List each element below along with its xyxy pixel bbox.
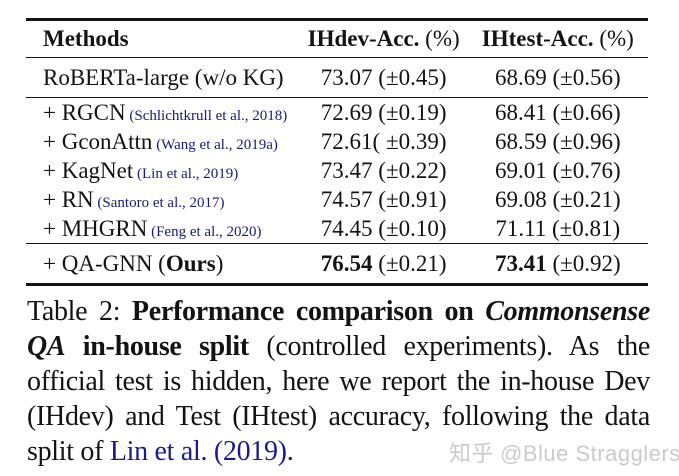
ihdev-std: (±0.22) (372, 157, 447, 183)
table-row-mhgrn: + MHGRN (Feng et al., 2020) 74.45 (±0.10… (26, 214, 648, 243)
table-row-rn: + RN (Santoro et al., 2017) 74.57 (±0.91… (26, 185, 648, 214)
method-name: + MHGRN (43, 215, 148, 241)
ihtest-std: (±0.92) (546, 250, 621, 276)
header-ihdev-unit: (%) (419, 26, 460, 51)
ihdev-std: ( ±0.39) (372, 128, 447, 154)
ihtest-cell: 68.69 (±0.56) (468, 65, 648, 91)
ihtest-cell: 73.41 (±0.92) (468, 251, 648, 277)
method-cell: + MHGRN (Feng et al., 2020) (26, 216, 300, 242)
method-name: + RN (43, 186, 94, 212)
ihtest-std: (±0.56) (546, 64, 621, 90)
caption-period: . (286, 436, 294, 467)
ihdev-std: (±0.91) (372, 186, 447, 212)
ihtest-value: 69.08 (494, 186, 547, 212)
caption-citation-link[interactable]: Lin et al. (2019) (109, 436, 287, 467)
caption-bold-tail: in-house split (65, 331, 249, 362)
header-ihdev: IHdev-Acc. (%) (300, 26, 468, 52)
ihdev-cell: 74.45 (±0.10) (300, 216, 468, 242)
method-name: + KagNet (43, 157, 134, 183)
ihdev-std: (±0.19) (372, 99, 447, 125)
watermark: 知乎 @Blue Stragglers (449, 436, 679, 468)
table-top-rule (26, 18, 648, 21)
method-citation-link[interactable]: (Feng et al., 2020) (147, 223, 262, 240)
ihdev-value: 76.54 (320, 250, 373, 276)
ihtest-cell: 69.08 (±0.21) (468, 187, 648, 213)
method-name: RoBERTa-large (w/o KG) (43, 64, 284, 90)
method-citation-link[interactable]: (Wang et al., 2019a) (152, 136, 278, 153)
ihtest-value: 68.59 (494, 128, 547, 154)
table-row-gconattn: + GconAttn (Wang et al., 2019a) 72.61( ±… (26, 127, 648, 156)
zhihu-logo-text: 知乎 (449, 441, 495, 466)
ihtest-value: 71.11 (495, 215, 547, 241)
method-cell: + KagNet (Lin et al., 2019) (26, 158, 300, 184)
ihdev-cell: 76.54 (±0.21) (300, 251, 468, 277)
ihtest-value: 68.69 (494, 64, 547, 90)
ihtest-cell: 68.59 (±0.96) (468, 129, 648, 155)
ihdev-cell: 74.57 (±0.91) (300, 187, 468, 213)
ihdev-value: 72.61 (320, 128, 373, 154)
method-citation-link[interactable]: (Schlichtkrull et al., 2018) (125, 107, 288, 124)
ihdev-std: (±0.21) (372, 250, 447, 276)
watermark-handle: @Blue Stragglers (500, 441, 679, 466)
table-caption: Table 2: Performance comparison on Commo… (27, 294, 650, 469)
ihdev-value: 73.07 (320, 64, 373, 90)
method-cell: + RGCN (Schlichtkrull et al., 2018) (26, 100, 300, 126)
ihtest-cell: 68.41 (±0.66) (468, 100, 648, 126)
caption-bold-lead: Performance comparison on (131, 296, 486, 327)
ihdev-value: 74.45 (320, 215, 373, 241)
ihdev-value: 72.69 (320, 99, 373, 125)
header-rule (26, 57, 648, 58)
ihdev-value: 74.57 (320, 186, 373, 212)
results-table: Methods IHdev-Acc. (%) IHtest-Acc. (%) R… (26, 18, 648, 286)
header-methods-label: Methods (43, 26, 129, 51)
ihdev-cell: 73.07 (±0.45) (300, 65, 468, 91)
method-name: + GconAttn (43, 128, 153, 154)
ihtest-value: 69.01 (494, 157, 547, 183)
ihtest-value: 68.41 (494, 99, 547, 125)
ihdev-std: (±0.10) (372, 215, 447, 241)
ihdev-value: 73.47 (320, 157, 373, 183)
method-cell: + QA-GNN (Ours) (26, 251, 300, 277)
ihtest-std: (±0.21) (546, 186, 621, 212)
baseline-rule (26, 97, 648, 98)
method-cell: RoBERTa-large (w/o KG) (26, 65, 300, 91)
table-row-baseline: RoBERTa-large (w/o KG) 73.07 (±0.45) 68.… (26, 58, 648, 97)
ihdev-cell: 72.61( ±0.39) (300, 129, 468, 155)
method-name: + QA-GNN ( (43, 250, 166, 276)
header-ihtest: IHtest-Acc. (%) (468, 26, 648, 52)
method-cell: + GconAttn (Wang et al., 2019a) (26, 129, 300, 155)
method-name: + RGCN (43, 99, 126, 125)
header-ihtest-unit: (%) (593, 26, 634, 51)
ihtest-std: (±0.81) (546, 215, 621, 241)
table-header-row: Methods IHdev-Acc. (%) IHtest-Acc. (%) (26, 21, 648, 57)
ihtest-std: (±0.96) (546, 128, 621, 154)
method-citation-link[interactable]: (Lin et al., 2019) (133, 165, 239, 182)
ihtest-cell: 69.01 (±0.76) (468, 158, 648, 184)
method-name-bold: Ours (165, 250, 216, 276)
caption-bold-italic: Commonsense QA (27, 296, 650, 362)
table-row-kagnet: + KagNet (Lin et al., 2019) 73.47 (±0.22… (26, 156, 648, 185)
table-row-qagnn-ours: + QA-GNN (Ours) 76.54 (±0.21) 73.41 (±0.… (26, 244, 648, 283)
method-citation-link[interactable]: (Santoro et al., 2017) (93, 194, 225, 211)
ihdev-std: (±0.45) (372, 64, 447, 90)
ihdev-cell: 72.69 (±0.19) (300, 100, 468, 126)
method-cell: + RN (Santoro et al., 2017) (26, 187, 300, 213)
ihtest-value: 73.41 (494, 250, 547, 276)
ihtest-cell: 71.11 (±0.81) (468, 216, 648, 242)
ihtest-std: (±0.66) (546, 99, 621, 125)
pre-ours-rule (26, 243, 648, 244)
header-methods: Methods (26, 26, 300, 52)
method-name-suffix: ) (215, 250, 224, 276)
header-ihdev-label: IHdev-Acc. (307, 26, 420, 51)
ihtest-std: (±0.76) (546, 157, 621, 183)
table-row-rgcn: + RGCN (Schlichtkrull et al., 2018) 72.6… (26, 98, 648, 127)
table-bottom-rule (26, 283, 648, 286)
header-ihtest-label: IHtest-Acc. (481, 26, 594, 51)
caption-body: (controlled experiments). As the officia… (27, 331, 651, 467)
ihdev-cell: 73.47 (±0.22) (300, 158, 468, 184)
caption-label: Table 2: (27, 296, 132, 327)
